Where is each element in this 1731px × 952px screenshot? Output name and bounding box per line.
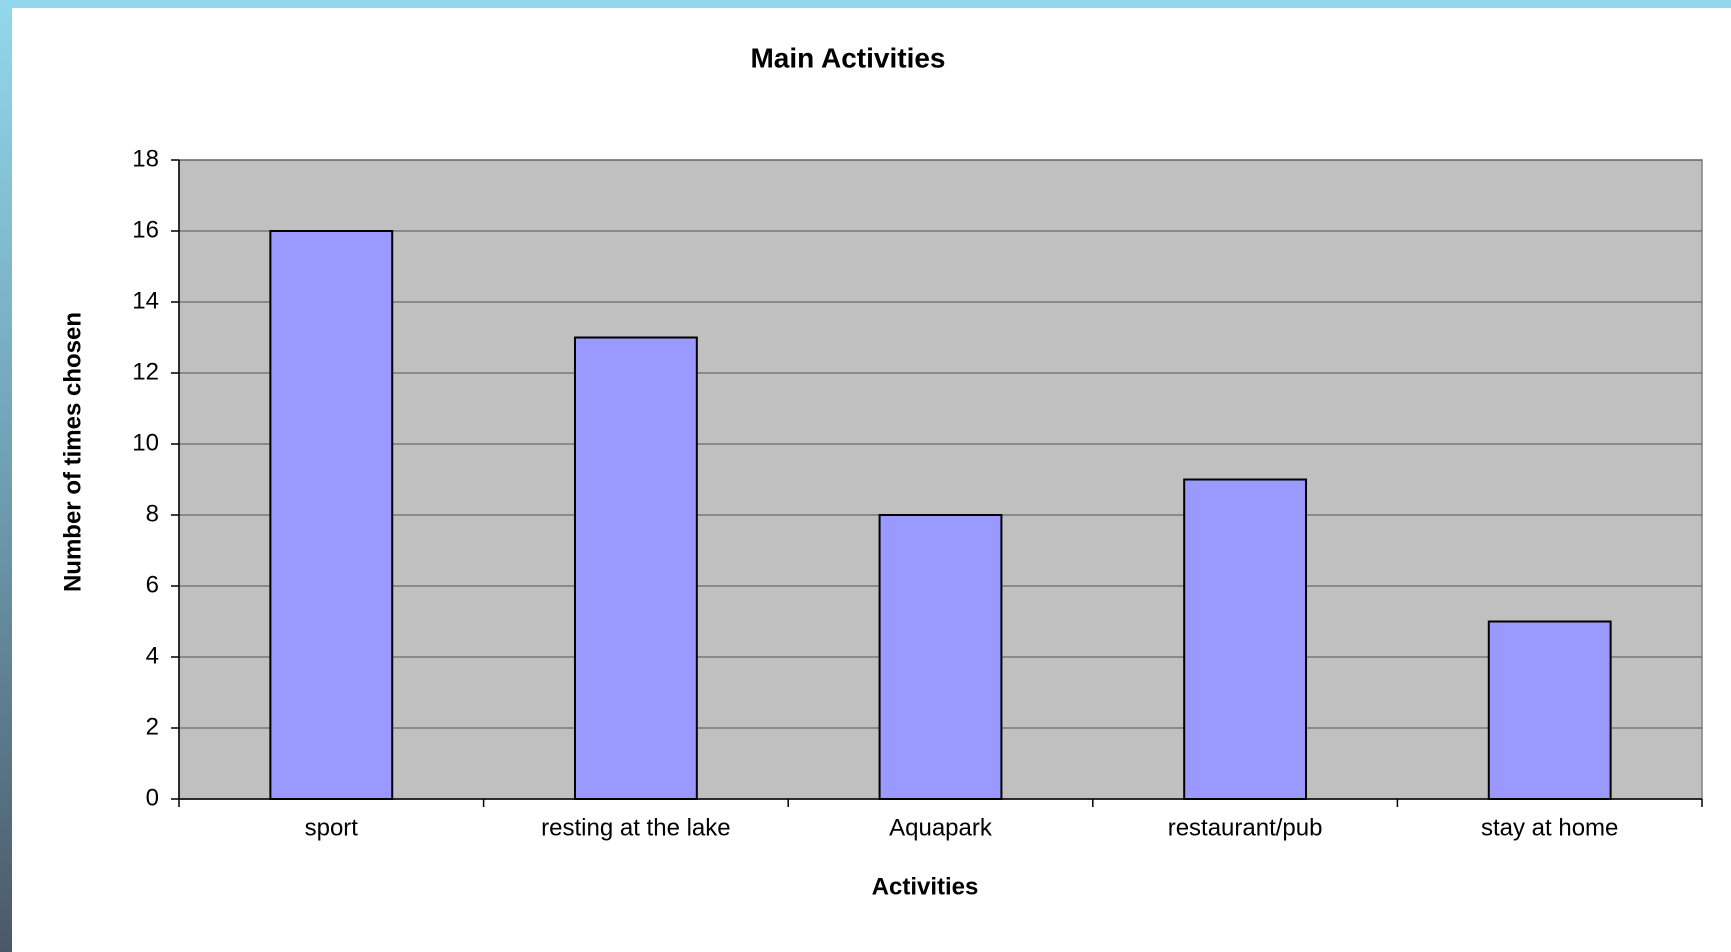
chart-title: Main Activities: [750, 42, 945, 73]
y-tick-label: 12: [132, 358, 159, 385]
y-tick-label: 10: [132, 429, 159, 456]
y-axis-title: Number of times chosen: [59, 312, 86, 592]
y-tick-label: 0: [146, 784, 159, 811]
y-tick-label: 14: [132, 287, 159, 314]
y-tick-label: 6: [146, 571, 159, 598]
x-tick-label: stay at home: [1481, 814, 1618, 841]
x-axis-title: Activities: [872, 873, 979, 900]
x-tick-label: sport: [305, 814, 359, 841]
y-tick-label: 8: [146, 500, 159, 527]
bar: [1487, 620, 1612, 800]
y-tick-label: 4: [146, 642, 159, 669]
y-tick-label: 18: [132, 145, 159, 172]
bar: [573, 336, 698, 800]
x-tick-label: restaurant/pub: [1168, 814, 1323, 841]
x-tick-label: resting at the lake: [541, 814, 730, 841]
bar: [878, 514, 1003, 800]
y-tick-label: 16: [132, 216, 159, 243]
bar: [269, 230, 394, 800]
bar: [1183, 478, 1308, 800]
x-tick-label: Aquapark: [889, 814, 993, 841]
y-tick-label: 2: [146, 713, 159, 740]
